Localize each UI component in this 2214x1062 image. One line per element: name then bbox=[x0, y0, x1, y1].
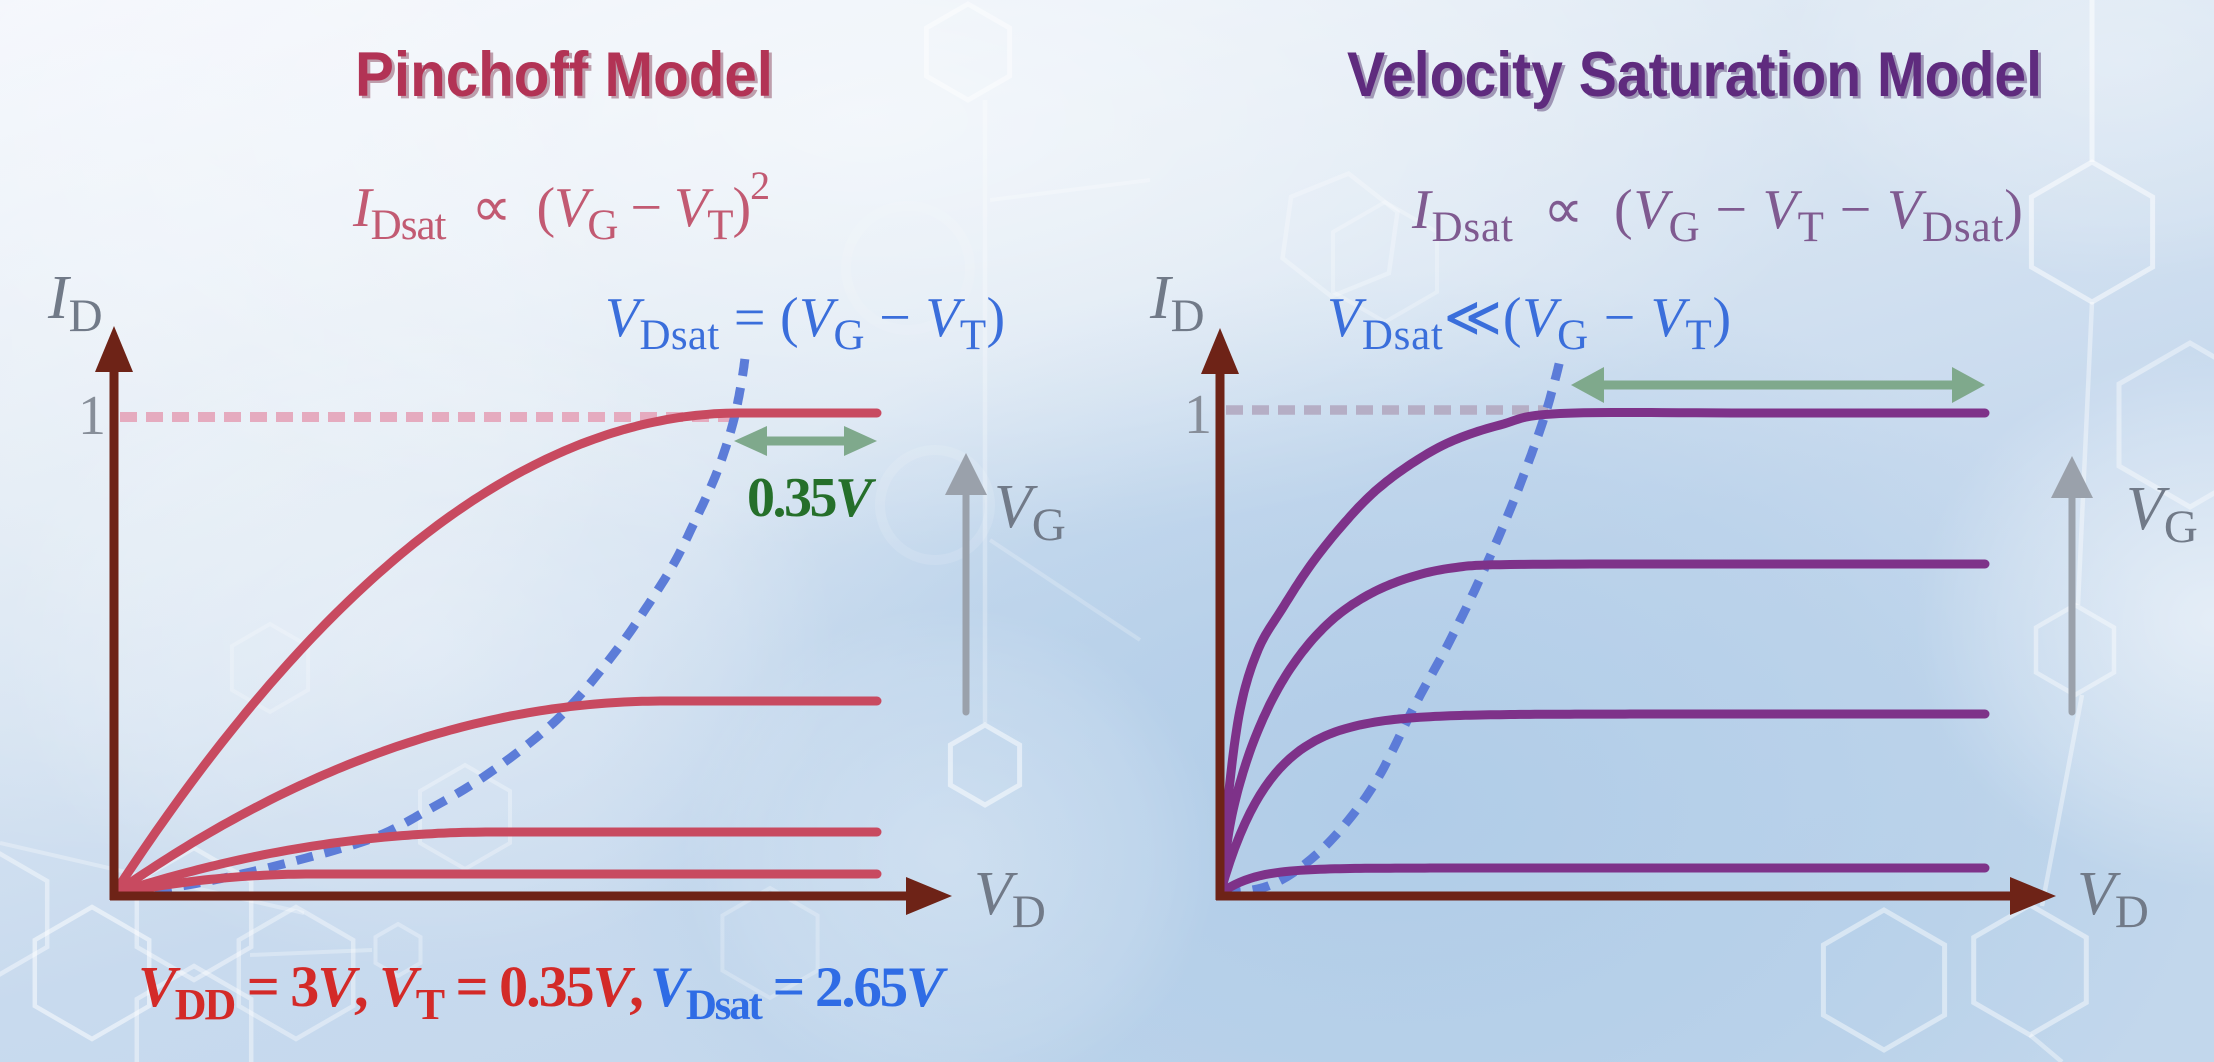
svg-text:1: 1 bbox=[78, 385, 106, 447]
svg-text:0.35V: 0.35V bbox=[747, 467, 877, 529]
svg-text:Pinchoff Model: Pinchoff Model bbox=[358, 43, 776, 113]
svg-text:VD​: VD​ bbox=[2077, 860, 2149, 938]
svg-text:VD​: VD​ bbox=[974, 860, 1046, 938]
svg-text:Pinchoff Model: Pinchoff Model bbox=[355, 40, 773, 110]
svg-text:IDsat​ ∝ (VG​ − VT​)2​: IDsat​ ∝ (VG​ − VT​)2​ bbox=[352, 163, 769, 249]
svg-text:VG​: VG​ bbox=[2126, 475, 2198, 553]
svg-text:VDsat​≪(VG​ − VT​): VDsat​≪(VG​ − VT​) bbox=[1327, 287, 1732, 359]
svg-text:Velocity Saturation Model: Velocity Saturation Model bbox=[1350, 43, 2045, 113]
svg-text:ID​: ID​ bbox=[1149, 264, 1205, 342]
svg-text:IDsat​ ∝ (VG​ − VT​ − VDsat​: IDsat​ ∝ (VG​ − VT​ − VDsat​) bbox=[1411, 179, 2024, 251]
svg-text:1: 1 bbox=[1184, 384, 1212, 446]
svg-text:VG​: VG​ bbox=[994, 473, 1066, 551]
svg-text:Velocity Saturation Model: Velocity Saturation Model bbox=[1347, 40, 2042, 110]
svg-text:VDD​ = 3V, VT​ = 0.35V,: VDD​ = 3V, VT​ = 0.35V, bbox=[138, 954, 642, 1029]
svg-text:ID​: ID​ bbox=[47, 264, 103, 342]
svg-text:VDsat​ = (VG​ − VT​): VDsat​ = (VG​ − VT​) bbox=[605, 287, 1005, 359]
